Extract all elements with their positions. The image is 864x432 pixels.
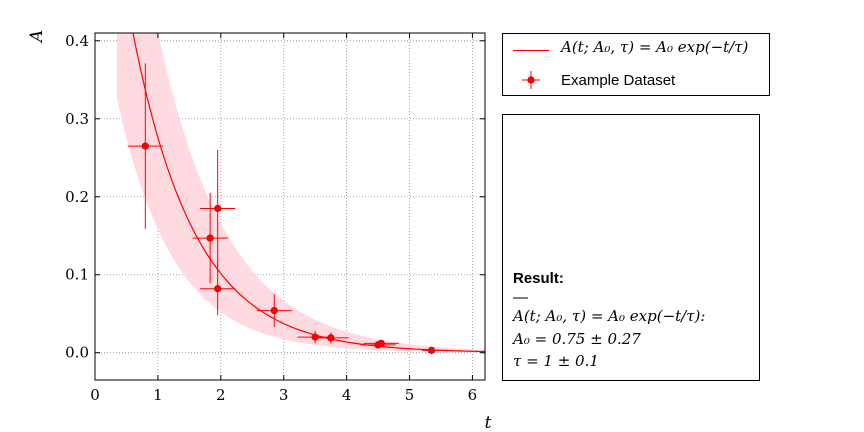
point-marker (206, 234, 214, 242)
data-point (363, 339, 399, 347)
data-point (297, 330, 333, 344)
data-point (127, 63, 163, 229)
result-title: Result: (513, 270, 564, 287)
point-marker (141, 142, 149, 150)
y-tick-label: 0.3 (65, 110, 89, 128)
data-point (192, 192, 228, 284)
data-point (200, 262, 236, 316)
x-tick-label: 1 (153, 386, 163, 404)
point-marker (327, 334, 335, 342)
y-tick-label: 0.1 (65, 266, 89, 284)
x-tick-label: 4 (342, 386, 352, 404)
fit-line (132, 33, 485, 353)
point-marker (214, 204, 222, 213)
x-tick-label: 2 (216, 386, 226, 404)
x-tick-label: 0 (90, 386, 100, 404)
result-param-a0: A₀ = 0.75 ± 0.27 (513, 330, 641, 348)
y-tick-label: 0.2 (65, 188, 89, 206)
y-tick-label: 0.4 (65, 32, 89, 50)
y-axis-label: A (27, 30, 47, 44)
grid-lines (95, 33, 485, 380)
result-separator: — (513, 289, 528, 306)
legend-fit-line (513, 50, 549, 51)
plot-frame (94, 32, 486, 381)
y-ticks: 0.0 0.1 0.2 0.3 0.4 (65, 32, 485, 362)
result-box: Result: — A(t; A₀, τ) = A₀ exp(−t/τ): A₀… (502, 114, 760, 381)
fit-line-group (132, 33, 485, 353)
fit-uncertainty-band (117, 33, 485, 353)
fit-band-group (117, 33, 485, 353)
data-point (256, 294, 292, 327)
result-formula: A(t; A₀, τ) = A₀ exp(−t/τ): (513, 307, 706, 325)
data-point (200, 149, 236, 267)
legend-dataset-label: Example Dataset (561, 72, 676, 89)
point-marker (270, 306, 278, 315)
legend-dataset-marker-icon (522, 71, 540, 89)
result-param-tau: τ = 1 ± 0.1 (513, 352, 599, 370)
point-marker (214, 285, 222, 293)
data-points-group (127, 63, 441, 354)
x-tick-label: 3 (279, 386, 289, 404)
point-marker (311, 333, 319, 341)
legend-fit-formula: A(t; A₀, τ) = A₀ exp(−t/τ) (561, 38, 749, 56)
legend-box: A(t; A₀, τ) = A₀ exp(−t/τ) Example Datas… (502, 33, 770, 96)
legend-entry-fit: A(t; A₀, τ) = A₀ exp(−t/τ) (503, 37, 769, 61)
data-point (313, 332, 349, 344)
point-marker (377, 339, 385, 347)
legend-entry-dataset: Example Dataset (503, 68, 769, 92)
x-tick-label: 5 (405, 386, 415, 404)
data-point (422, 346, 441, 354)
x-axis-label: t (485, 413, 492, 432)
point-marker (427, 346, 436, 354)
x-ticks: 0 1 2 3 4 5 6 (90, 33, 477, 404)
y-tick-label: 0.0 (65, 344, 89, 362)
x-tick-label: 6 (468, 386, 478, 404)
